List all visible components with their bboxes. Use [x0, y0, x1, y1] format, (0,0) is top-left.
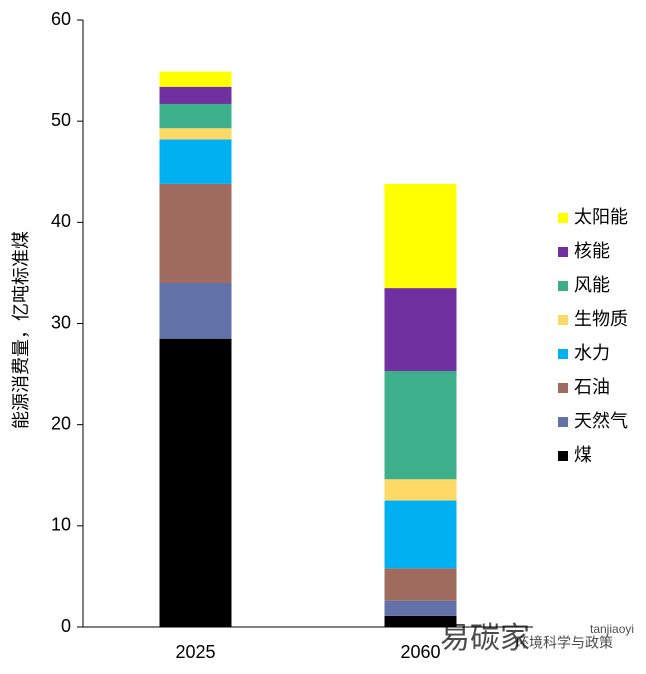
bar-segment [384, 479, 457, 501]
x-tick-label: 2025 [175, 642, 215, 662]
x-tick-label: 2060 [400, 642, 440, 662]
legend-label: 天然气 [574, 411, 628, 431]
bar-segment [159, 103, 232, 129]
legend-swatch [558, 213, 568, 223]
legend-swatch [558, 417, 568, 427]
bar-segment [159, 86, 232, 104]
legend-swatch [558, 247, 568, 257]
bar-segment [384, 615, 457, 627]
y-tick-label: 30 [51, 312, 71, 332]
bar-segment [384, 500, 457, 569]
bar-segment [159, 128, 232, 140]
bar-segment [159, 71, 232, 87]
legend-label: 太阳能 [574, 207, 628, 227]
legend-swatch [558, 281, 568, 291]
bar-segment [384, 288, 457, 372]
y-axis-label: 能源消费量，亿吨标准煤 [11, 231, 31, 429]
y-tick-label: 40 [51, 211, 71, 231]
legend-swatch [558, 315, 568, 325]
watermark: 易碳家 [440, 622, 530, 655]
legend-swatch [558, 451, 568, 461]
legend-label: 水力 [574, 343, 610, 363]
y-tick-label: 10 [51, 515, 71, 535]
bar-segment [384, 600, 457, 616]
y-tick-label: 0 [61, 616, 71, 636]
legend-label: 核能 [574, 241, 610, 261]
watermark: 环境科学与政策 [515, 635, 613, 651]
legend-label: 煤 [574, 445, 592, 465]
bar-segment [159, 139, 232, 184]
legend-label: 石油 [574, 377, 610, 397]
bar-segment [384, 568, 457, 601]
bar-segment [159, 283, 232, 339]
legend-label: 生物质 [574, 309, 628, 329]
y-tick-label: 60 [51, 9, 71, 29]
bar-segment [384, 183, 457, 289]
watermark: tanjiaoyi [590, 622, 634, 636]
bar-segment [384, 371, 457, 480]
bar-segment [159, 338, 232, 627]
legend-swatch [558, 349, 568, 359]
legend-label: 风能 [574, 275, 610, 295]
legend-swatch [558, 383, 568, 393]
bar-segment [159, 183, 232, 284]
y-tick-label: 50 [51, 110, 71, 130]
y-tick-label: 20 [51, 413, 71, 433]
